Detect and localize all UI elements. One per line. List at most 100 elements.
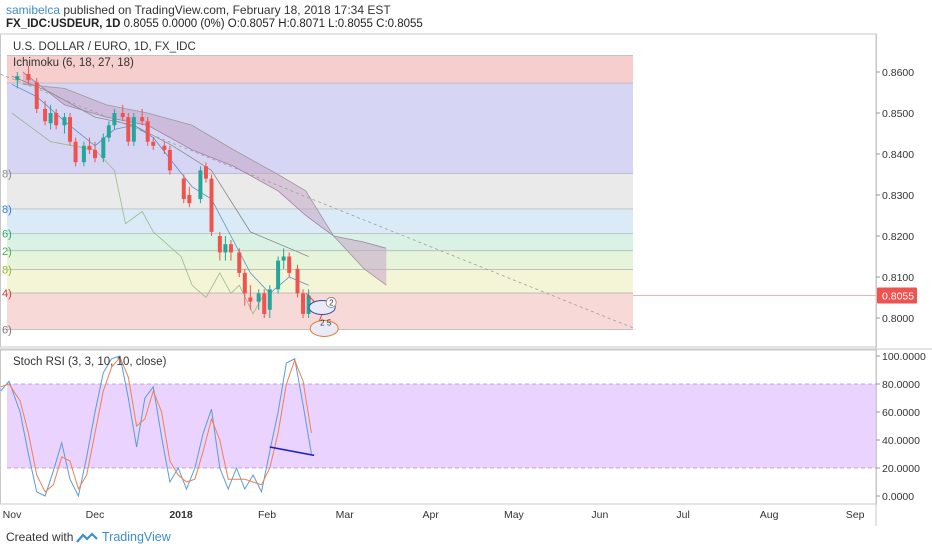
tradingview-logo-icon — [76, 532, 98, 543]
time-tick-label: May — [504, 509, 525, 521]
candle-body — [287, 256, 292, 273]
event-badge-flag-icon — [309, 319, 339, 337]
candle-body — [267, 289, 272, 310]
ichimoku-cloud — [22, 71, 387, 286]
fib-level-label: 6) — [2, 229, 12, 241]
candle-body — [306, 295, 311, 314]
time-tick-label: Nov — [3, 509, 22, 521]
candle-body — [48, 113, 53, 124]
cloud-fill — [22, 72, 387, 286]
candle-body — [112, 113, 117, 126]
candle-body — [131, 117, 136, 142]
tenkan-line — [11, 83, 309, 294]
price-tick-label: 0.8100 — [882, 272, 914, 284]
footer: Created with TradingView — [0, 526, 932, 550]
candle-body — [43, 108, 48, 122]
chart-title: U.S. DOLLAR / EURO, 1D, FX_IDC — [13, 41, 196, 53]
event-count-label: 2 — [329, 298, 334, 307]
candle-body — [262, 293, 267, 314]
time-tick-label: Mar — [336, 509, 355, 521]
stoch-k-line — [0, 355, 312, 498]
candle-body — [242, 272, 247, 294]
stoch-tick-label: 100.0000 — [882, 351, 926, 363]
time-tick-label: Jun — [591, 509, 608, 521]
fib-band — [7, 55, 633, 84]
candle-body — [126, 117, 131, 142]
senkou-b-line — [22, 83, 387, 286]
stoch-tick-label: 80.0000 — [882, 379, 920, 391]
tradingview-brand[interactable]: TradingView — [102, 530, 171, 544]
fib-level-label: 6) — [2, 324, 12, 336]
fib-band — [7, 269, 633, 293]
stoch-tick-label: 60.0000 — [882, 407, 920, 419]
descending-trendline — [0, 73, 637, 330]
stoch-legend: Stoch RSI (3, 3, 10, 10, close) — [13, 356, 167, 368]
candle-body — [140, 117, 145, 122]
fib-band — [7, 173, 633, 209]
candle-body — [237, 252, 242, 273]
stoch-tick-label: 20.0000 — [882, 463, 920, 475]
time-tick-label: Jul — [676, 509, 689, 521]
candle-body — [223, 244, 228, 253]
last-price-tag-label: 0.8055 — [882, 290, 914, 302]
time-tick-label: Aug — [760, 509, 779, 521]
candles — [15, 65, 311, 318]
divergence-line — [269, 446, 315, 457]
senkou-a-line — [22, 71, 387, 249]
stoch-tick-label: 40.0000 — [882, 435, 920, 447]
chart-canvas[interactable]: 8)8)6)2)8)4)6) 0.86000.85000.84000.83000… — [0, 0, 932, 526]
stoch-tick-label: 0.0000 — [882, 491, 914, 503]
event-count-badge — [325, 297, 337, 308]
last-price-tag — [877, 287, 917, 304]
fib-band — [7, 250, 633, 270]
candle-body — [81, 145, 86, 163]
fib-level-label: 4) — [2, 288, 12, 300]
stoch-band — [7, 384, 876, 468]
author-link[interactable]: samibelca — [6, 3, 61, 17]
stoch-rsi-pane — [0, 355, 876, 498]
time-tick-label: Sep — [846, 509, 865, 521]
stoch-d-line — [0, 356, 312, 493]
fib-level-label: 8) — [2, 169, 12, 181]
fib-band — [7, 83, 633, 174]
published-text: published on TradingView.com, February 1… — [60, 3, 391, 17]
candle-body — [106, 125, 111, 138]
candle-body — [203, 166, 208, 179]
price-tick-label: 0.8200 — [882, 231, 914, 243]
candle-body — [301, 293, 306, 314]
fib-level-label: 8) — [2, 204, 12, 216]
candle-body — [15, 76, 20, 81]
candle-body — [34, 82, 39, 109]
symbol-label: FX_IDC:USDEUR, 1D — [6, 18, 121, 30]
candle-body — [145, 121, 150, 142]
price-tick-label: 0.8000 — [882, 313, 914, 325]
candle-body — [87, 145, 92, 150]
price-tick-label: 0.8300 — [882, 190, 914, 202]
symbol-info: FX_IDC:USDEUR, 1D 0.8055 0.0000 (0%) O:0… — [6, 18, 423, 30]
candle-body — [198, 170, 203, 200]
fib-band — [7, 233, 633, 251]
candle-body — [209, 178, 214, 232]
candle-body — [187, 195, 192, 204]
candle-body — [68, 117, 73, 142]
candle-body — [248, 297, 253, 302]
candle-body — [162, 145, 167, 150]
price-tick-label: 0.8400 — [882, 149, 914, 161]
candle-body — [151, 141, 156, 146]
axes: 0.8600 0.8500 0.8400 0.8300 0.8200 0.8100 0.80… — [3, 67, 926, 521]
candle-body — [295, 268, 300, 294]
ichimoku-legend: Ichimoku (6, 18, 27, 18) — [13, 57, 134, 69]
annotations: 2 2 5 — [305, 293, 339, 337]
time-tick-label: Dec — [86, 509, 105, 521]
publish-info: samibelca published on TradingView.com, … — [6, 3, 391, 17]
price-tick-label: 0.8600 — [882, 67, 914, 79]
trendline — [0, 73, 637, 330]
price-tick-label: 0.8500 — [882, 108, 914, 120]
candle-body — [281, 256, 286, 261]
candle-body — [120, 113, 125, 118]
candle-body — [181, 178, 186, 200]
created-with-label: Created with — [6, 530, 74, 544]
candle-body — [217, 236, 222, 253]
candle-body — [101, 137, 106, 159]
fib-level-label: 2) — [2, 246, 12, 258]
